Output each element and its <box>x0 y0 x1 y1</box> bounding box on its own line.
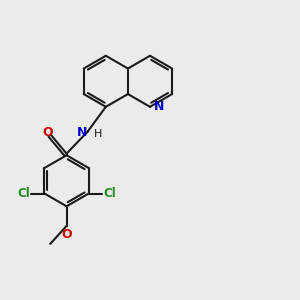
Text: Cl: Cl <box>17 187 30 200</box>
Text: O: O <box>61 227 72 241</box>
Text: O: O <box>43 126 53 139</box>
Text: N: N <box>154 100 164 113</box>
Text: Cl: Cl <box>103 187 116 200</box>
Text: H: H <box>94 129 102 139</box>
Text: N: N <box>76 127 87 140</box>
